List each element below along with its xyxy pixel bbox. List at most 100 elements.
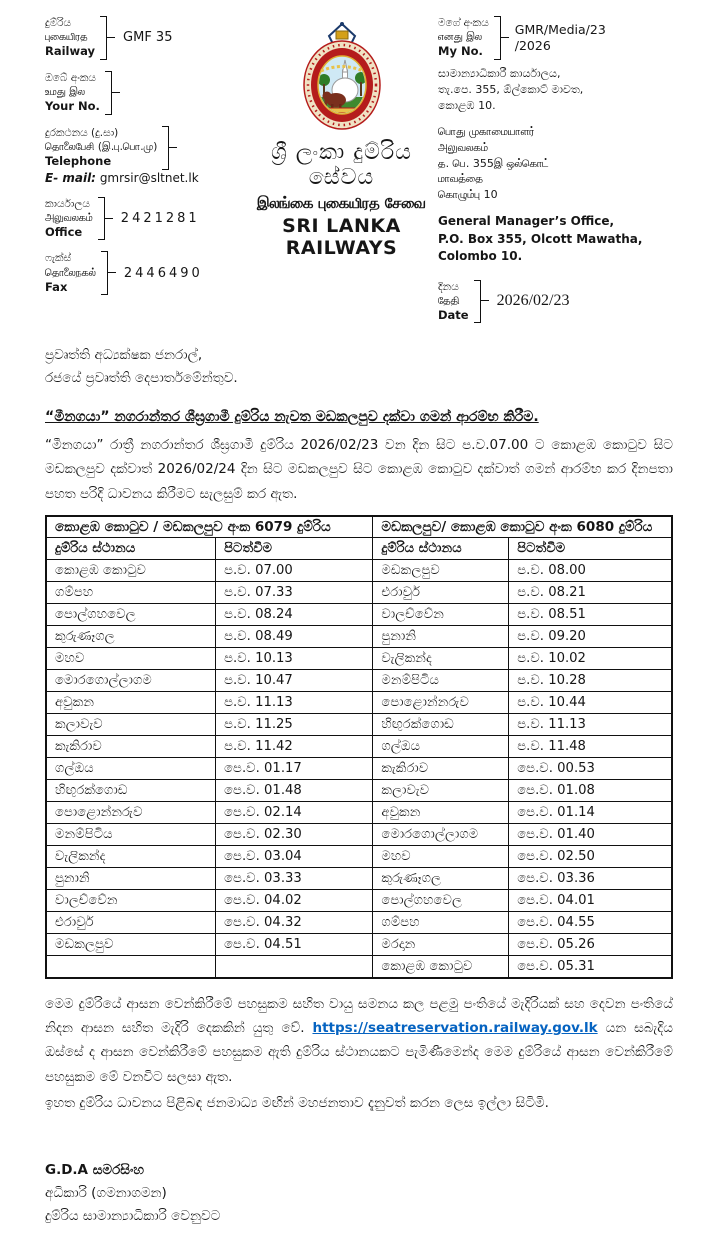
table-cell: පෙ.ව. 04.01 bbox=[508, 889, 673, 913]
address-line: තැ.පෙ. 355, ඕල්කොට් මාවත, bbox=[438, 82, 584, 96]
table-cell: හිඟුරක්ගොඩ bbox=[45, 779, 217, 803]
table-cell: පෙ.ව. 04.02 bbox=[215, 889, 374, 913]
table-row: මොරගොල්ලාගම ප.ව. 10.47 මනම්පිටිය ප.ව. 10.28 bbox=[45, 669, 673, 693]
table-cell bbox=[215, 955, 374, 979]
date-value: 2026/02/23 bbox=[496, 292, 570, 310]
table-cell: ප.ව. 08.24 bbox=[215, 603, 374, 627]
table-cell: පෙ.ව. 02.14 bbox=[215, 801, 374, 825]
email-value: gmrsir@sltnet.lk bbox=[99, 170, 199, 185]
table-row: පොල්ගහවෙල ප.ව. 08.24 වාලච්වේන ප.ව. 08.51 bbox=[45, 603, 673, 627]
table-cell: පෙ.ව. 04.55 bbox=[508, 911, 673, 935]
table-cell: ප.ව. 10.44 bbox=[508, 691, 673, 715]
table-cell: කොළඹ කොටුව bbox=[372, 955, 510, 979]
table-cell: මඩකලපුව bbox=[45, 933, 217, 957]
title-sinhala: ශ්‍රී ලංකා දුම්රිය සේවය bbox=[271, 140, 412, 190]
office-phone-block: කාර්යාලය அலுவலகம் Office 2421281 bbox=[45, 196, 245, 241]
column-header-station: දුම්රිය ස්ථානය bbox=[372, 537, 510, 561]
table-row: එරාවුර් පෙ.ව. 04.32 ගම්පහ පෙ.ව. 04.55 bbox=[45, 911, 673, 935]
table-cell: පෙ.ව. 01.14 bbox=[508, 801, 673, 825]
letterhead-center: ශ්‍රී ලංකා දුම්රිය සේවය இலங்கை புகையிரத … bbox=[245, 12, 438, 259]
table-row: ගල්ඔය පෙ.ව. 01.17 කැකිරාව පෙ.ව. 00.53 bbox=[45, 757, 673, 781]
railway-label-en: Railway bbox=[45, 44, 96, 59]
table-row: කොළඹ කොටුව පෙ.ව. 05.31 bbox=[45, 955, 673, 979]
fax-label-en: Fax bbox=[45, 279, 68, 294]
table-cell: ප.ව. 10.13 bbox=[215, 647, 374, 671]
seat-reservation-link[interactable]: https://seatreservation.railway.gov.lk bbox=[312, 1020, 598, 1037]
table-cell: මනම්පිටිය bbox=[45, 823, 217, 847]
table-row: මහව ප.ව. 10.13 වැලිකන්ද ප.ව. 10.02 bbox=[45, 647, 673, 671]
table-cell: මොරගොල්ලාගම bbox=[45, 669, 217, 693]
table-cell: එරාවුර් bbox=[45, 911, 217, 935]
telephone-label-ta: தொலைபேசி (இ.பு.பொ.மு) bbox=[45, 140, 158, 153]
request-paragraph: ඉහත දුම්රිය ධාවනය පිළිබඳ ජනමාධ්‍ය මඟින් … bbox=[45, 1095, 549, 1111]
timetable-body: කොළඹ කොටුව ප.ව. 07.00 මඩකලපුව ප.ව. 08.00 ගම්… bbox=[45, 559, 673, 979]
table-row: පොළොන්නරුව පෙ.ව. 02.14 අවුකන පෙ.ව. 01.14 bbox=[45, 801, 673, 825]
address-line: සාමාන්‍යාධිකාරී කාර්යාලය, bbox=[438, 66, 561, 80]
table-cell: පෙ.ව. 03.36 bbox=[508, 867, 673, 891]
address-english: General Manager’s Office, P.O. Box 355, … bbox=[438, 213, 673, 265]
office-label-si: කාර්යාලය bbox=[45, 197, 90, 210]
address-line: Colombo 10. bbox=[438, 249, 523, 264]
addressee-line: ප්‍රවෘත්ති අධ්‍යක්ෂක ජනරාල්, bbox=[45, 347, 203, 364]
table-cell: ප.ව. 10.47 bbox=[215, 669, 374, 693]
date-label-en: Date bbox=[438, 307, 469, 322]
closing-paragraph: මෙම දුම්රියේ ආසන වෙන්කිරීමේ පහසුකම සහිත … bbox=[45, 992, 673, 1089]
date-block: දිනය தேதி Date 2026/02/23 bbox=[438, 279, 673, 324]
table-cell: වාලච්වේන bbox=[372, 603, 510, 627]
table-cell: ප.ව. 10.28 bbox=[508, 669, 673, 693]
table-cell: කැකිරාව bbox=[372, 757, 510, 781]
your-no-label-en: Your No. bbox=[45, 99, 100, 114]
title-tamil: இலங்கை புகையிரத சேவை bbox=[257, 194, 426, 212]
table-cell: පෙ.ව. 04.32 bbox=[215, 911, 374, 935]
table-cell: පොළොන්නරුව bbox=[372, 691, 510, 715]
table-cell: ප.ව. 08.49 bbox=[215, 625, 374, 649]
address-line: කොළඹ 10. bbox=[438, 98, 496, 112]
address-line: கொழும்பு 10 bbox=[438, 188, 498, 202]
table-row: අවුකන ප.ව. 11.13 පොළොන්නරුව ප.ව. 10.44 bbox=[45, 691, 673, 715]
address-line: பொது முகாமையாளர் bbox=[438, 124, 535, 138]
addressee: ප්‍රවෘත්ති අධ්‍යක්ෂක ජනරාල්, රජයේ ප්‍රවෘ… bbox=[45, 344, 673, 389]
bracket-shape bbox=[473, 279, 489, 324]
signatory-title-2: දුම්රිය සාමාන්‍යාධිකාරි වෙනුවට bbox=[45, 1208, 221, 1225]
title-english: SRI LANKA RAILWAYS bbox=[282, 215, 401, 259]
table-cell: වැලිකන්ද bbox=[372, 647, 510, 671]
email-line: E- mail: gmrsir@sltnet.lk bbox=[45, 171, 245, 185]
email-label: E- mail: bbox=[45, 170, 96, 185]
my-no-label-si: මගේ අංකය bbox=[438, 17, 489, 29]
table-cell: වැලිකන්ද bbox=[45, 845, 217, 869]
column-header-station: දුම්රිය ස්ථානය bbox=[45, 537, 217, 561]
closing-text-before-link: මෙම දුම්රියේ ආසන වෙන්කිරීමේ පහසුකම සහිත … bbox=[45, 995, 673, 1037]
address-sinhala: සාමාන්‍යාධිකාරී කාර්යාලය, තැ.පෙ. 355, ඕල… bbox=[438, 66, 673, 114]
table-cell: මහව bbox=[45, 647, 217, 671]
date-label-si: දිනය bbox=[438, 280, 459, 293]
subject-heading: “මීනගයා” නගරාන්තර ශීඝ්‍රගාමී දුම්රිය නැව… bbox=[45, 408, 539, 425]
table-cell: ප.ව. 11.42 bbox=[215, 735, 374, 759]
table-cell: පෙ.ව. 00.53 bbox=[508, 757, 673, 781]
office-label-en: Office bbox=[45, 224, 83, 239]
table-row: ගම්පහ ප.ව. 07.33 එරාවුර් ප.ව. 08.21 bbox=[45, 581, 673, 605]
column-header-departure: පිටත්වීම bbox=[215, 537, 374, 561]
address-line: General Manager’s Office, bbox=[438, 214, 615, 229]
table-row: මඩකලපුව පෙ.ව. 04.51 මරදාන පෙ.ව. 05.26 bbox=[45, 933, 673, 957]
your-no-label-si: ඔබේ අංකය bbox=[45, 71, 96, 84]
table-cell: හිඟුරක්ගොඩ bbox=[372, 713, 510, 737]
address-line: P.O. Box 355, Olcott Mawatha, bbox=[438, 231, 643, 246]
address-line: மாவத்தை bbox=[438, 172, 484, 186]
table-cell: ප.ව. 11.25 bbox=[215, 713, 374, 737]
my-no-label-en: My No. bbox=[438, 44, 483, 59]
train-6079-header: කොළඹ කොටුව / මඩකලපුව අංක 6079 දුම්රිය bbox=[45, 515, 374, 539]
table-cell: කුරුණෑගල bbox=[372, 867, 510, 891]
table-cell: පෙ.ව. 02.30 bbox=[215, 823, 374, 847]
table-cell: ප.ව. 11.13 bbox=[215, 691, 374, 715]
bracket-shape bbox=[100, 251, 116, 296]
address-tamil: பொது முகாமையாளர் அலுவலகம் த. பெ. 355இ ஒல… bbox=[438, 124, 673, 204]
table-cell: මරදාන bbox=[372, 933, 510, 957]
table-cell: ප.ව. 08.00 bbox=[508, 559, 673, 583]
bracket-shape bbox=[100, 16, 116, 60]
table-cell: ගම්පහ bbox=[372, 911, 510, 935]
table-row: කොළඹ කොටුව ප.ව. 07.00 මඩකලපුව ප.ව. 08.00 bbox=[45, 559, 673, 583]
address-line: அலுவலகம் bbox=[438, 140, 489, 154]
bracket-shape bbox=[162, 125, 178, 170]
signatory-name: G.D.A සමරසිංහ bbox=[45, 1162, 145, 1179]
